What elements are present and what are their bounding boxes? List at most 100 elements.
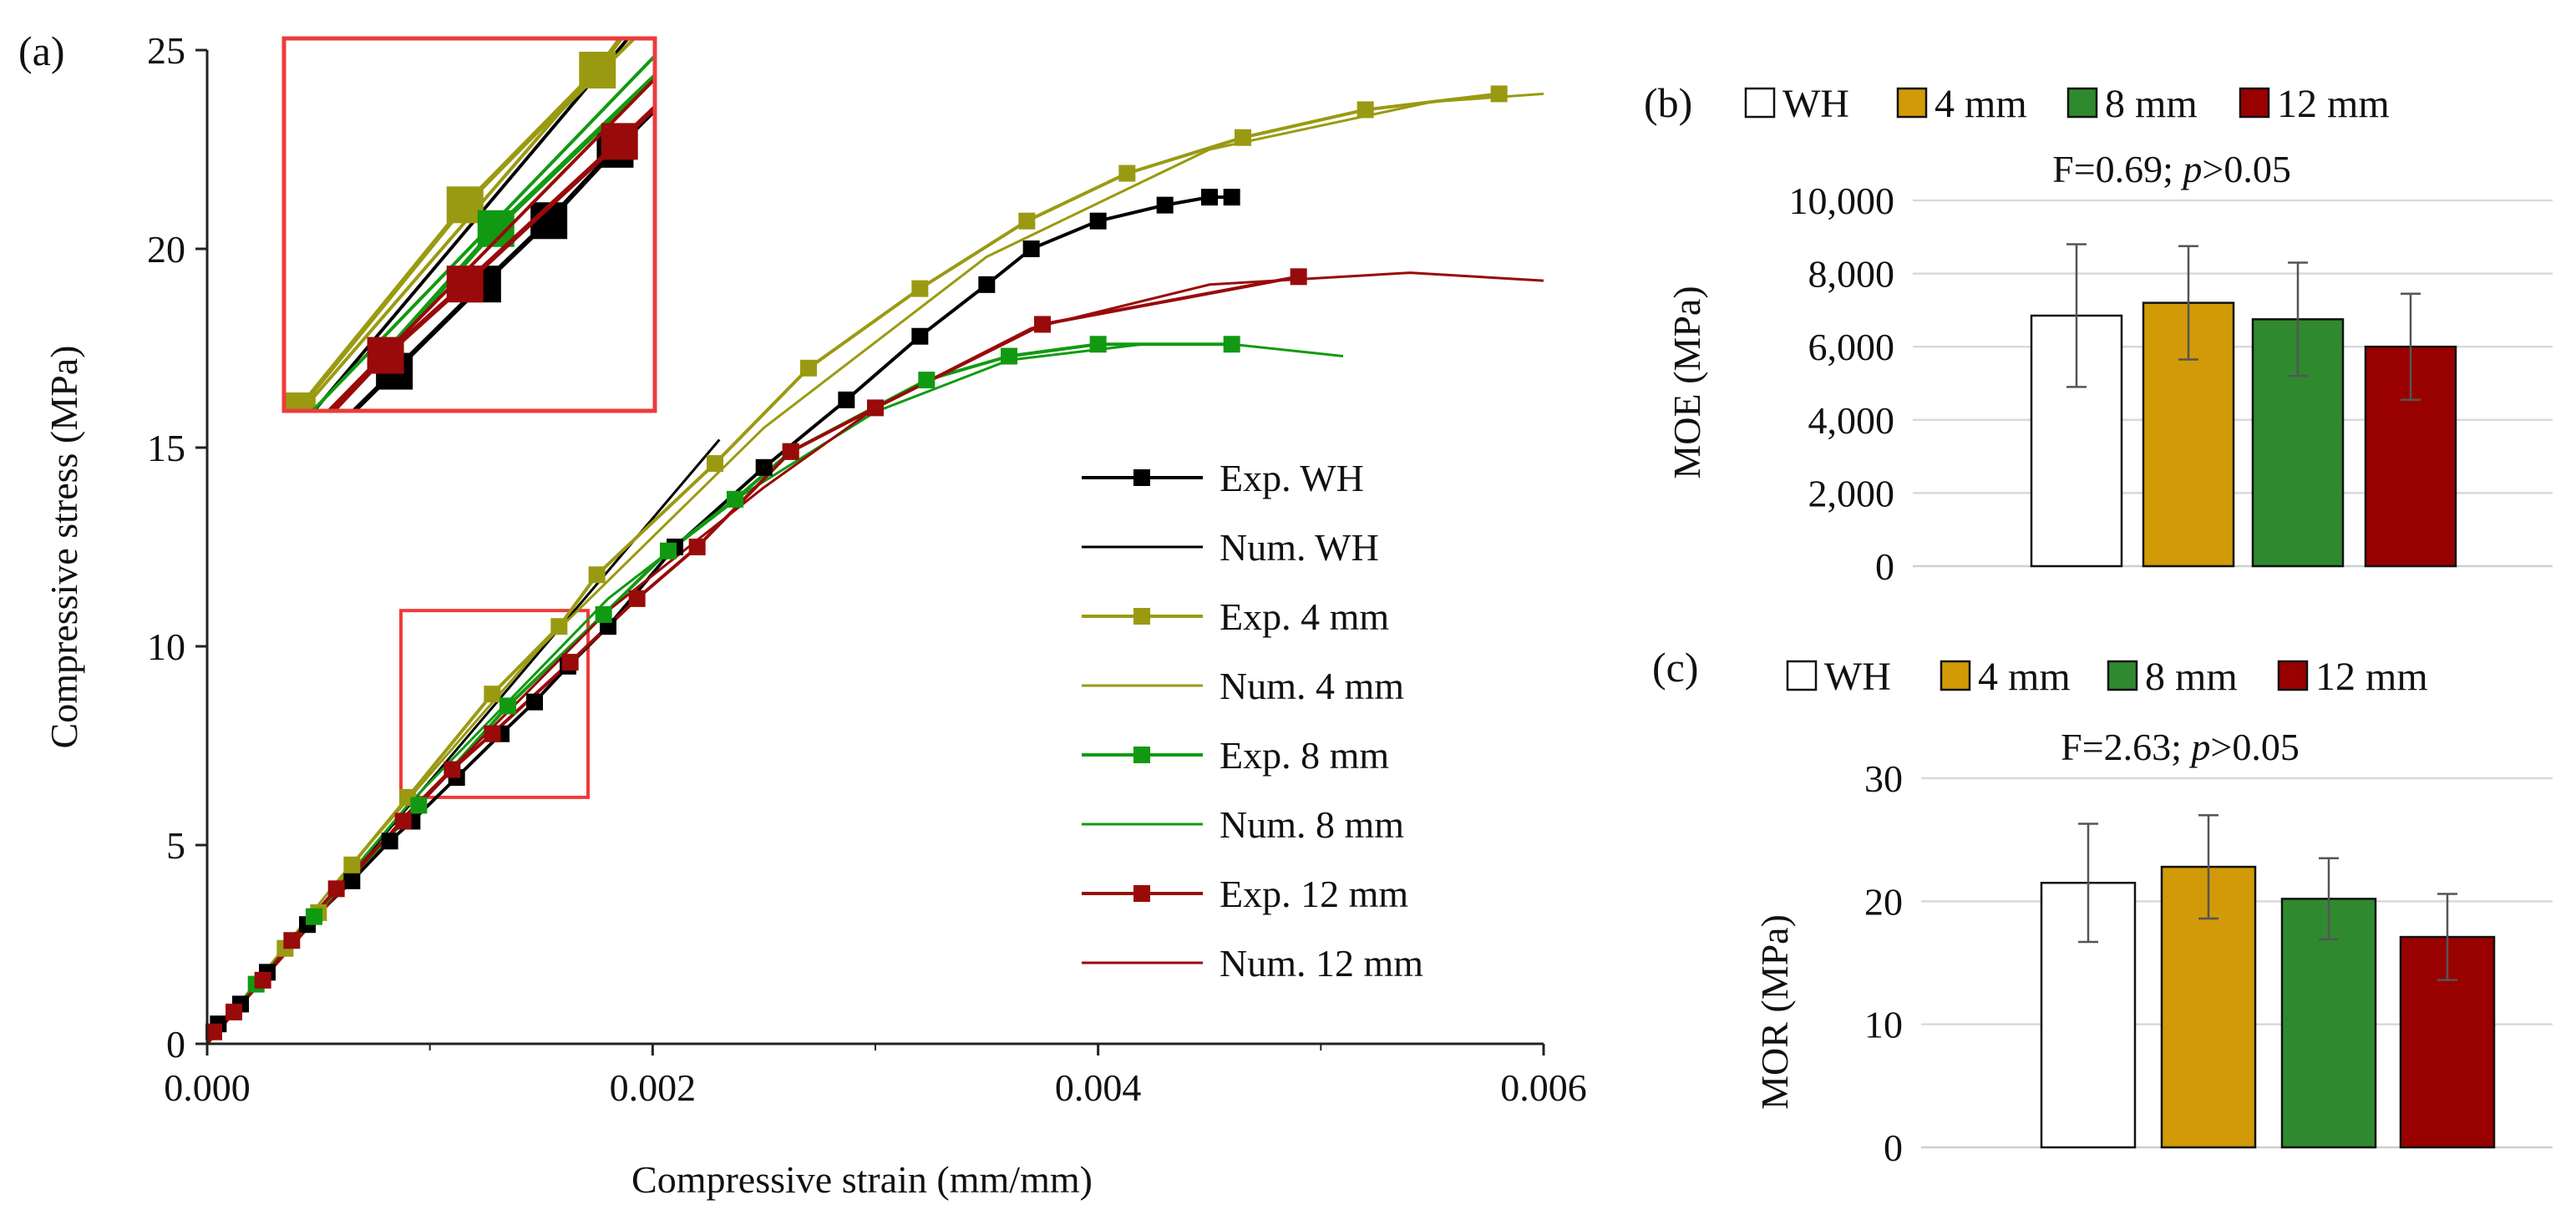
c-bars — [2040, 865, 2496, 1149]
marker-exp-4-mm-7 — [588, 566, 606, 584]
marker-exp-4-mm-5 — [484, 686, 501, 703]
panel-label-c: (c) — [1652, 644, 1699, 691]
c-legend: WH 4 mm 8 mm 12 mm — [1786, 655, 2428, 699]
a-x-ticks: 0.000 0.002 0.004 0.006 — [164, 1044, 1587, 1109]
a-y-tick-label-1: 5 — [166, 824, 185, 867]
a-zoom-inset — [281, 36, 657, 413]
inset-line-num-8-mm — [310, 53, 655, 411]
marker-exp-12-mm-11 — [688, 539, 706, 555]
b-legend-swatch-wh — [1744, 87, 1776, 119]
b-legend-label-4-mm: 4 mm — [1935, 82, 2027, 126]
c-legend-swatch-12-mm — [2277, 660, 2309, 691]
marker-exp-4-mm-10 — [911, 280, 929, 297]
series-line-num-8-mm — [207, 342, 1344, 1044]
b-error-bars — [2066, 243, 2421, 401]
a-y-tick-label-0: 0 — [166, 1023, 185, 1066]
inset-marker-exp-4-mm-5 — [446, 186, 484, 224]
legend-label-exp-12-mm: Exp. 12 mm — [1220, 873, 1408, 915]
c-y-tick-label-2: 20 — [1864, 880, 1903, 923]
a-y-tick-label-5: 25 — [147, 29, 185, 72]
c-y-tick-label-1: 10 — [1864, 1004, 1903, 1046]
inset-line-num-12-mm — [326, 76, 655, 411]
marker-exp-wh-16 — [911, 327, 929, 345]
marker-exp-wh-5 — [343, 872, 361, 889]
c-error-bars — [2078, 813, 2457, 981]
marker-exp-4-mm-8 — [707, 455, 723, 473]
b-y-tick-label-2: 4,000 — [1808, 399, 1895, 442]
marker-exp-8-mm-5 — [595, 605, 612, 623]
marker-exp-12-mm-12 — [782, 443, 799, 460]
c-legend-swatch-8-mm — [2107, 660, 2138, 691]
zoom-region-rect — [399, 609, 590, 799]
b-legend: WH 4 mm 8 mm 12 mm — [1744, 82, 2390, 126]
marker-exp-12-mm-10 — [628, 590, 646, 607]
marker-exp-12-mm-3 — [254, 971, 271, 989]
inset-line-exp-12-mm — [329, 104, 655, 411]
a-x-tick-label-2: 0.004 — [1055, 1066, 1142, 1109]
b-legend-label-wh: WH — [1782, 82, 1849, 126]
c-legend-swatch-4-mm — [1940, 660, 1971, 691]
a-y-tick-label-3: 15 — [147, 427, 185, 469]
c-legend-label-wh: WH — [1824, 655, 1891, 699]
c-y-tick-label-3: 30 — [1864, 757, 1903, 800]
c-legend-label-8-mm: 8 mm — [2145, 655, 2238, 699]
marker-exp-4-mm-11 — [1018, 212, 1036, 230]
marker-exp-wh-6 — [381, 833, 398, 850]
marker-exp-4-mm-3 — [343, 856, 361, 873]
c-annotation-p: p — [2188, 726, 2210, 768]
b-bars — [2030, 301, 2457, 568]
b-legend-swatch-4-mm — [1896, 87, 1928, 119]
legend-marker-exp-wh — [1133, 469, 1150, 486]
a-x-tick-label-3: 0.006 — [1500, 1066, 1587, 1109]
marker-exp-wh-22 — [1223, 189, 1240, 206]
b-y-ticks: 0 2,000 4,000 6,000 8,000 10,000 — [1789, 180, 1895, 588]
a-series-markers — [205, 85, 1508, 1040]
marker-exp-12-mm-15 — [1290, 268, 1307, 286]
marker-exp-12-mm-2 — [226, 1003, 242, 1020]
b-legend-label-12-mm: 12 mm — [2277, 82, 2390, 126]
marker-exp-8-mm-6 — [660, 542, 677, 559]
marker-exp-8-mm-9 — [918, 372, 936, 389]
legend-label-num-12-mm: Num. 12 mm — [1220, 942, 1423, 985]
marker-exp-wh-10 — [526, 693, 543, 711]
b-y-tick-label-5: 10,000 — [1789, 180, 1895, 222]
marker-exp-8-mm-3 — [410, 797, 428, 814]
marker-exp-wh-21 — [1201, 189, 1218, 206]
b-y-tick-label-3: 6,000 — [1808, 326, 1895, 368]
legend-marker-exp-8-mm — [1133, 747, 1150, 763]
inset-border — [281, 36, 657, 413]
marker-exp-4-mm-9 — [800, 359, 817, 377]
legend-marker-exp-12-mm — [1133, 885, 1150, 902]
marker-exp-wh-19 — [1089, 212, 1107, 230]
marker-exp-12-mm-5 — [327, 880, 345, 898]
legend-marker-exp-4-mm — [1133, 608, 1150, 625]
b-y-axis-label: MOE (MPa) — [1666, 286, 1708, 478]
b-annotation-prefix: F=0.69; — [2052, 148, 2183, 190]
b-annotation-suffix: >0.05 — [2202, 148, 2290, 190]
marker-exp-12-mm-4 — [283, 932, 301, 949]
legend-label-num-8-mm: Num. 8 mm — [1220, 803, 1404, 846]
legend-label-exp-8-mm: Exp. 8 mm — [1220, 734, 1389, 777]
panel-c-bar-chart: (c) WH 4 mm 8 mm 12 mm F=2.63; p>0.05 0 10 20… — [1652, 644, 2553, 1169]
marker-exp-4-mm-14 — [1356, 101, 1374, 119]
inset-clip — [284, 38, 655, 411]
a-y-ticks: 0 5 10 15 20 25 — [147, 29, 207, 1066]
b-annotation: F=0.69; p>0.05 — [2052, 148, 2291, 190]
series-line-exp-8-mm — [207, 342, 1232, 1044]
marker-exp-8-mm-2 — [306, 908, 322, 925]
a-x-axis-label: Compressive strain (mm/mm) — [631, 1158, 1093, 1201]
legend-label-num-wh: Num. WH — [1220, 526, 1379, 569]
a-y-tick-label-4: 20 — [147, 228, 185, 271]
c-legend-label-4-mm: 4 mm — [1978, 655, 2071, 699]
panel-a-line-chart: (a) 0.000 0.002 0.004 0.006 0 5 10 15 20 25 Comp… — [18, 28, 1587, 1201]
b-legend-swatch-8-mm — [2066, 87, 2098, 119]
c-y-axis-label: MOR (MPa) — [1753, 914, 1796, 1110]
a-y-tick-label-2: 10 — [147, 625, 185, 668]
b-legend-label-8-mm: 8 mm — [2105, 82, 2198, 126]
marker-exp-8-mm-10 — [1001, 347, 1017, 365]
panel-label-b: (b) — [1644, 79, 1692, 126]
c-annotation-suffix: >0.05 — [2210, 726, 2299, 768]
inset-line-num-wh — [312, 38, 631, 411]
legend-label-num-4-mm: Num. 4 mm — [1220, 665, 1404, 707]
